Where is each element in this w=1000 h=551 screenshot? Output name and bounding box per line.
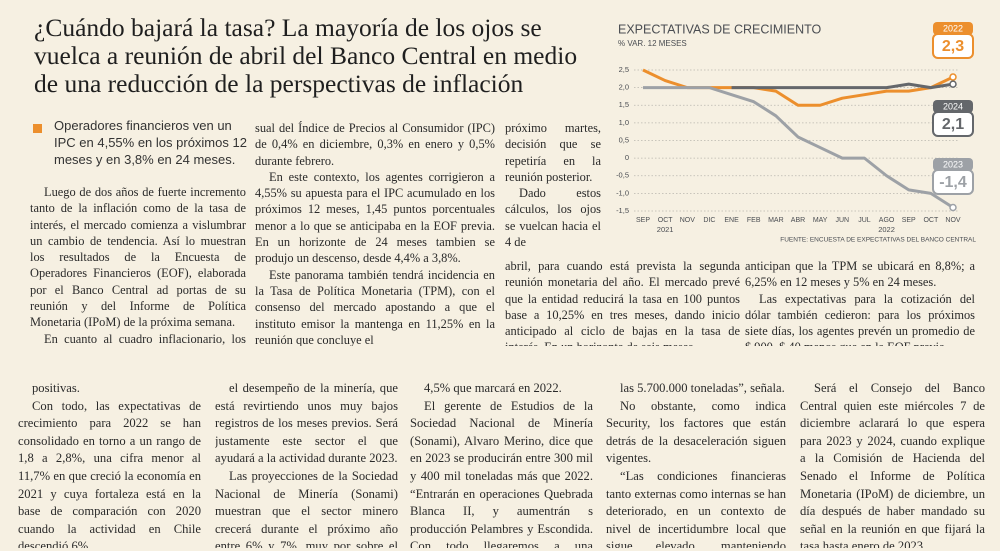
y-tick-label: 1,5 (619, 100, 629, 109)
x-tick-label: NOV (945, 217, 961, 224)
bullet (33, 124, 42, 133)
paragraph: Será el Consejo del Banco Central quien … (800, 381, 985, 548)
badge-header (933, 100, 973, 113)
x-tick-label: MAY (813, 217, 828, 224)
paragraph: Las expectativas para la cotización del … (745, 291, 975, 346)
x-tick-label: DIC (703, 217, 715, 224)
x-tick-label: OCT (923, 217, 939, 224)
x-tick-label: SEP (636, 217, 650, 224)
year-label: 2021 (657, 225, 674, 234)
paragraph: positivas. (32, 381, 80, 395)
article-column: el desempeño de la minería, que está rev… (215, 380, 398, 548)
end-marker (949, 80, 957, 88)
paragraph: Con todo, las expectativas de crecimient… (18, 398, 201, 548)
paragraph: Este panorama también tendrá incidencia … (255, 267, 495, 346)
end-marker (949, 203, 957, 212)
y-tick-label: -1,5 (616, 206, 629, 215)
article-column: anticipan que la TPM se ubicará en 8,8%;… (745, 258, 975, 346)
y-tick-label: 2,0 (619, 83, 629, 92)
article-column: Será el Consejo del Banco Central quien … (800, 380, 985, 548)
summary: Operadores financieros ven un IPC en 4,5… (54, 118, 247, 167)
paragraph: Luego de dos años de fuerte incremento t… (30, 185, 246, 330)
value-label: 2,1 (942, 116, 964, 133)
paragraph: anticipan que la TPM se ubicará en 8,8%;… (745, 259, 975, 290)
x-tick-label: ABR (791, 217, 805, 224)
paragraph: El gerente de Estudios de la Sociedad Na… (410, 398, 593, 548)
value-label: 2,3 (942, 38, 964, 55)
series-line (643, 86, 954, 209)
y-tick-label: 1,0 (619, 118, 629, 127)
badge-name: 2023 (943, 159, 963, 169)
chart: EXPECTATIVAS DE CRECIMIENTO % VAR. 12 ME… (616, 22, 976, 244)
chart-subtitle: % VAR. 12 MESES (618, 39, 687, 48)
badge-box (932, 111, 974, 137)
x-tick-label: MAR (768, 217, 784, 224)
x-tick-label: OCT (658, 217, 674, 224)
paragraph: En este contexto, los agentes corrigiero… (255, 169, 495, 266)
article-column: positivas. Con todo, las expectativas de … (18, 380, 201, 548)
article-column: 4,5% que marcará en 2022. El gerente de E… (410, 380, 593, 548)
x-tick-label: AGO (879, 217, 895, 224)
headline: ¿Cuándo bajará la tasa? La mayoría de lo… (34, 13, 578, 98)
x-tick-label: FEB (747, 217, 761, 224)
article-column: Luego de dos años de fuerte incremento t… (30, 184, 246, 346)
paragraph: las 5.700.000 toneladas”, señala. (620, 381, 785, 395)
y-tick-label: -1,0 (616, 188, 629, 197)
paragraph: “Las condiciones financieras tanto exter… (606, 468, 786, 548)
x-tick-label: ENE (724, 217, 739, 224)
x-tick-label: SEP (902, 217, 916, 224)
paragraph: No obstante, como indica Security, los f… (606, 398, 786, 466)
paragraph: 4,5% que marcará en 2022. (424, 381, 562, 395)
paragraph: el desempeño de la minería, que está rev… (215, 381, 398, 466)
paragraph: sual del Índice de Precios al Consumidor… (255, 121, 495, 168)
y-tick-label: -0,5 (616, 171, 629, 180)
paragraph: abril, para cuando está prevista la segu… (505, 259, 740, 346)
paragraph: Las proyecciones de la Sociedad Nacional… (215, 468, 398, 548)
paragraph: En cuanto al cuadro inflacionario, los c… (44, 331, 246, 346)
article-column: abril, para cuando está prevista la segu… (505, 258, 740, 346)
chart-source: FUENTE: ENCUESTA DE EXPECTATIVAS DEL BAN… (780, 237, 976, 244)
article-column: las 5.700.000 toneladas”, señala. No obst… (606, 380, 786, 548)
paragraph: Dado estos cálculos, los ojos se vuelcan… (505, 186, 601, 250)
chart-title: EXPECTATIVAS DE CRECIMIENTO (618, 22, 822, 36)
x-tick-label: JUL (858, 217, 871, 224)
article-column: sual del Índice de Precios al Consumidor… (255, 120, 495, 346)
badge-header (933, 22, 973, 35)
badge-header (933, 158, 973, 171)
y-tick-label: 0,5 (619, 135, 629, 144)
article-column: próximo martes, decisión que se repetirí… (505, 120, 601, 254)
series-line (731, 82, 954, 90)
y-tick-label: 2,5 (619, 65, 629, 74)
end-marker (949, 73, 957, 81)
x-tick-label: NOV (680, 217, 696, 224)
x-tick-label: JUN (835, 217, 849, 224)
badge-name: 2022 (943, 23, 963, 33)
value-label: -1,4 (939, 174, 967, 191)
paragraph: próximo martes, decisión que se repetirí… (505, 121, 601, 184)
badge-box (932, 33, 974, 59)
year-label: 2022 (878, 225, 895, 234)
y-tick-label: 0 (625, 153, 629, 162)
badge-name: 2024 (943, 101, 963, 111)
badge-box (932, 169, 974, 195)
